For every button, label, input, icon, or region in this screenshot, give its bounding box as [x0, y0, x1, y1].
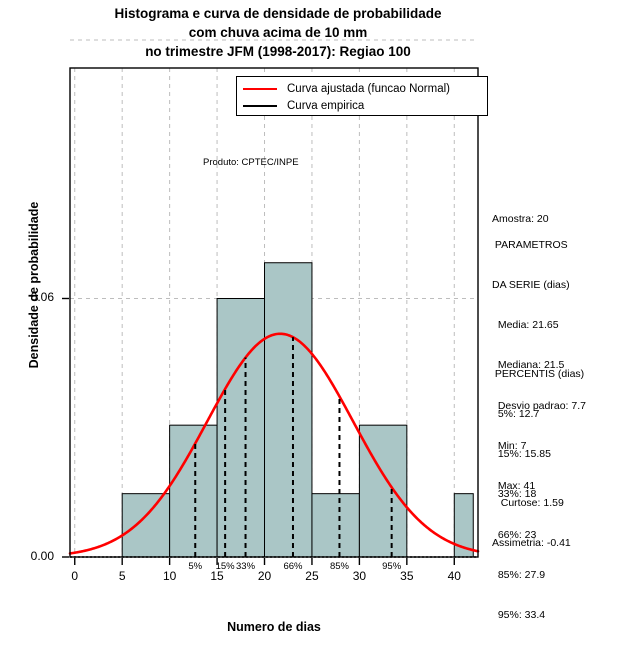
stats-assimetria: Assimetria: -0.41	[492, 537, 571, 550]
stats-percentis: PERCENTIS (dias) 5%: 12.7 15%: 15.85 33%…	[492, 341, 584, 649]
produto-annotation: Produto: CPTEC/INPE	[203, 157, 299, 168]
legend-label-empirical: Curva empirica	[287, 100, 365, 112]
x-axis-tick-label: 20	[257, 569, 272, 583]
stats-desvio-padrao: Desvio padrao: 7.7	[492, 399, 586, 412]
stats-percentis-header: PERCENTIS (dias)	[492, 367, 585, 380]
legend: Curva ajustada (funcao Normal) Curva emp…	[236, 76, 488, 116]
stats-shape: Curtose: 1.59 Assimetria: -0.41	[492, 470, 571, 577]
percentile-label: 85%	[329, 561, 349, 572]
chart-title-line-2: com chuva acima de 10 mm	[188, 25, 368, 40]
percentile-label: 66%	[283, 561, 303, 572]
stats-curtose: Curtose: 1.59	[492, 496, 564, 509]
y-axis-tick-label: 0.00	[30, 549, 54, 563]
histogram-bar	[121, 493, 171, 558]
percentile-label: 33%	[236, 561, 256, 572]
histogram-bar	[311, 493, 360, 558]
x-axis-tick-label: 30	[352, 569, 367, 583]
stats-p5: 5%: 12.7	[492, 408, 540, 421]
stats-parametros: PARAMETROS DA SERIE (dias) Media: 21.65 …	[492, 212, 586, 520]
histogram-bar	[264, 262, 313, 558]
percentile-label: 95%	[382, 561, 402, 572]
percentile-label: 5%	[188, 561, 203, 572]
percentile-label: 15%	[215, 561, 235, 572]
x-axis-tick-label: 25	[305, 569, 319, 583]
stats-p15: 15%: 15.85	[492, 448, 551, 461]
x-axis-tick-label: 10	[162, 569, 177, 583]
chart-title-line-3: no trimestre JFM (1998-2017): Regiao 100	[145, 44, 411, 59]
stats-parametros-header-2: DA SERIE (dias)	[492, 279, 570, 292]
chart-title-line-1: Histograma e curva de densidade de proba…	[114, 6, 442, 21]
plot-frame	[69, 67, 479, 558]
chart-title: Histograma e curva de densidade de proba…	[0, 4, 556, 61]
stats-p95: 95%: 33.4	[492, 609, 546, 622]
legend-line-swatch-empirical	[243, 105, 277, 107]
legend-line-swatch-fitted	[243, 88, 277, 90]
stats-min: Min: 7	[492, 439, 527, 452]
stats-parametros-header-1: PARAMETROS	[492, 238, 568, 251]
stats-p33: 33%: 18	[492, 488, 537, 501]
legend-label-fitted: Curva ajustada (funcao Normal)	[287, 83, 450, 95]
stats-p85: 85%: 27.9	[492, 568, 546, 581]
stats-media: Media: 21.65	[492, 319, 559, 332]
x-axis-tick-label: 5	[118, 569, 126, 583]
x-axis-tick-label: 40	[447, 569, 461, 583]
x-axis-tick-label: 35	[400, 569, 414, 583]
stats-amostra: Amostra: 20	[492, 186, 549, 253]
stats-amostra-value: Amostra: 20	[492, 212, 549, 225]
x-axis-tick-label: 0	[71, 569, 79, 583]
x-axis-label: Numero de dias	[227, 620, 321, 634]
fitted-normal-curve	[68, 332, 480, 555]
x-axis-tick-label: 15	[210, 569, 224, 583]
stats-mediana: Mediana: 21.5	[492, 359, 565, 372]
stats-max: Max: 41	[492, 480, 536, 493]
stats-p66: 66%: 23	[492, 528, 537, 541]
y-axis-tick-label: 0.06	[30, 290, 54, 305]
